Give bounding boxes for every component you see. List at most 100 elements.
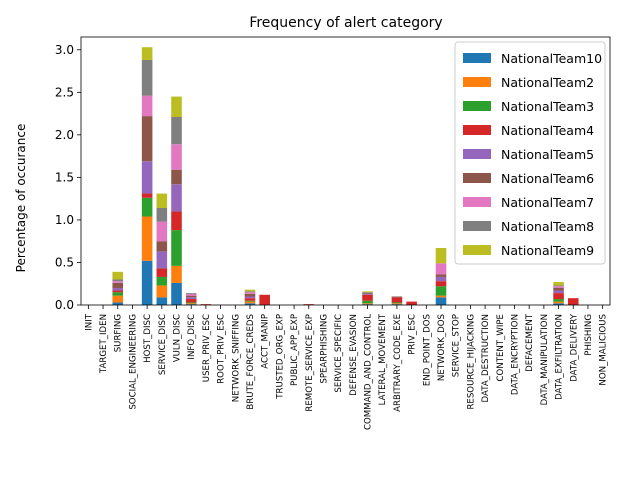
bar-segment-nationalteam2-surfing — [112, 295, 124, 303]
axes-layer: 0.0 0.5 1.0 1.5 2.0 2.5 3.0 INIT TARGET_IDEN SURF… — [55, 36, 611, 430]
bar-segment-nationalteam5-command-and-control — [362, 293, 373, 295]
bar-segment-nationalteam3-info-disc — [185, 302, 197, 304]
y-axis-label: Percentage of occurance — [14, 124, 28, 273]
bar-segment-nationalteam8-info-disc — [185, 293, 197, 294]
x-tick-label: PHISHING — [584, 314, 594, 356]
bar-segment-nationalteam5-surfing — [112, 287, 124, 291]
bar-segment-nationalteam3-vuln-disc — [171, 230, 182, 266]
bar-segment-nationalteam4-network-dos — [435, 281, 447, 287]
bar-segment-nationalteam5-network-dos — [435, 276, 447, 282]
bar-segment-nationalteam4-service-disc — [156, 268, 168, 277]
bar-segment-nationalteam5-info-disc — [185, 297, 197, 300]
x-tick-label: ARBITRARY_CODE_EXE — [393, 314, 403, 412]
bar-segment-nationalteam7-data-exfiltration — [553, 286, 564, 288]
x-tick-label: LATERAL_MOVEMENT — [378, 313, 388, 405]
legend-swatch — [463, 125, 491, 135]
bar-segment-nationalteam9-host-disc — [141, 47, 153, 60]
bar-segment-nationalteam4-acct-manip — [259, 294, 270, 305]
x-tick-label: INFO_DISC — [187, 314, 197, 360]
bar-segment-nationalteam3-data-exfiltration — [553, 299, 564, 302]
legend-label: NationalTeam10 — [501, 51, 602, 66]
legend-swatch — [463, 53, 491, 63]
bar-segment-nationalteam8-surfing — [112, 279, 124, 282]
bar-segment-nationalteam7-brute-force-creds — [244, 292, 256, 294]
x-tick-label: VULN_DISC — [173, 314, 183, 362]
bar-segment-nationalteam10-network-dos — [435, 297, 447, 305]
legend-box — [454, 41, 606, 265]
bar-segment-nationalteam2-service-disc — [156, 285, 168, 298]
x-tick-label: DATA_EXFILTRATION — [555, 314, 565, 400]
bar-segment-nationalteam4-priv-esc — [406, 301, 417, 305]
bar-segment-nationalteam7-host-disc — [141, 95, 153, 117]
y-tick-label: 1.0 — [55, 213, 74, 227]
legend-swatch — [463, 245, 491, 255]
x-tick-label: DEFACEMENT — [525, 313, 535, 372]
bar-segment-nationalteam4-remote-service-exp — [303, 304, 315, 305]
bar-segment-nationalteam6-network-dos — [435, 274, 447, 277]
bar-segment-nationalteam4-data-exfiltration — [553, 293, 564, 300]
x-tick-label: NON_MALICIOUS — [599, 314, 609, 386]
legend: NationalTeam10 NationalTeam2 NationalTeam3… — [454, 41, 606, 265]
bar-segment-nationalteam9-surfing — [112, 271, 124, 280]
bar-segment-nationalteam5-brute-force-creds — [244, 296, 256, 299]
y-tick-label: 3.0 — [55, 43, 74, 57]
x-tick-label: CONTENT_WIPE — [496, 314, 506, 382]
bar-segment-nationalteam2-host-disc — [141, 216, 153, 261]
bar-segment-nationalteam6-command-and-control — [362, 293, 373, 294]
bar-segment-nationalteam9-vuln-disc — [171, 96, 182, 117]
bars-layer — [112, 47, 579, 305]
bar-segment-nationalteam10-service-disc — [156, 297, 168, 305]
bar-segment-nationalteam4-command-and-control — [362, 294, 373, 301]
legend-label: NationalTeam4 — [501, 123, 594, 138]
x-tick-label: SURFING — [114, 314, 124, 352]
x-tick-label: SOCIAL_ENGINEERING — [128, 314, 138, 410]
legend-label: NationalTeam7 — [501, 195, 594, 210]
x-tick-label: NETWORK_DOS — [437, 314, 447, 381]
bar-segment-nationalteam7-surfing — [112, 281, 124, 283]
bar-segment-nationalteam5-host-disc — [141, 161, 153, 194]
x-tick-label: SERVICE_SPECIFIC — [334, 314, 344, 393]
legend-swatch — [463, 149, 491, 159]
bar-segment-nationalteam7-network-dos — [435, 263, 447, 275]
y-tick-label: 0.0 — [55, 298, 74, 312]
bar-segment-nationalteam2-arbitrary-code-exe — [391, 303, 403, 305]
legend-label: NationalTeam9 — [501, 243, 594, 258]
legend-swatch — [463, 197, 491, 207]
bar-segment-nationalteam8-host-disc — [141, 59, 153, 96]
legend-label: NationalTeam6 — [501, 171, 594, 186]
bar-segment-nationalteam3-brute-force-creds — [244, 300, 256, 302]
bar-segment-nationalteam10-brute-force-creds — [244, 303, 256, 305]
x-tick-label: COMMAND_AND_CONTROL — [364, 314, 374, 430]
bar-segment-nationalteam6-info-disc — [185, 295, 197, 298]
bar-segment-nationalteam4-brute-force-creds — [244, 298, 256, 301]
bar-segment-nationalteam9-brute-force-creds — [244, 289, 256, 292]
bar-segment-nationalteam2-vuln-disc — [171, 265, 182, 283]
bar-segment-nationalteam4-info-disc — [185, 299, 197, 303]
x-tick-label: SERVICE_STOP — [452, 314, 462, 377]
bar-segment-nationalteam3-service-disc — [156, 276, 168, 286]
x-tick-label: DATA_DESTRUCTION — [481, 314, 491, 402]
bar-segment-nationalteam2-info-disc — [185, 303, 197, 305]
y-tick-label: 0.5 — [55, 255, 74, 269]
bar-segment-nationalteam10-data-exfiltration — [553, 303, 564, 305]
bar-segment-nationalteam3-arbitrary-code-exe — [391, 302, 403, 304]
x-tick-label: PRIV_ESC — [408, 314, 418, 355]
bar-segment-nationalteam2-brute-force-creds — [244, 301, 256, 304]
bar-segment-nationalteam5-data-exfiltration — [553, 290, 564, 294]
bar-segment-nationalteam2-data-exfiltration — [553, 301, 564, 304]
bar-segment-nationalteam4-host-disc — [141, 193, 153, 198]
x-tick-label: INIT — [84, 313, 94, 330]
bar-segment-nationalteam7-info-disc — [185, 293, 197, 296]
bar-segment-nationalteam5-vuln-disc — [171, 184, 182, 212]
x-tick-label: USER_PRIV_ESC — [202, 314, 212, 382]
x-tick-label: TRUSTED_ORG_EXP — [275, 314, 285, 400]
y-tick-label: 1.5 — [55, 170, 74, 184]
bar-segment-nationalteam9-command-and-control — [362, 291, 373, 293]
bar-segment-nationalteam9-network-dos — [435, 248, 447, 264]
x-tick-label: DATA_ENCRYPTION — [510, 314, 520, 395]
bar-segment-nationalteam4-surfing — [112, 290, 124, 293]
bar-segment-nationalteam4-user-priv-esc — [200, 304, 212, 305]
bar-segment-nationalteam7-vuln-disc — [171, 144, 182, 170]
bar-segment-nationalteam3-host-disc — [141, 197, 153, 217]
bar-segment-nationalteam6-arbitrary-code-exe — [391, 296, 403, 298]
